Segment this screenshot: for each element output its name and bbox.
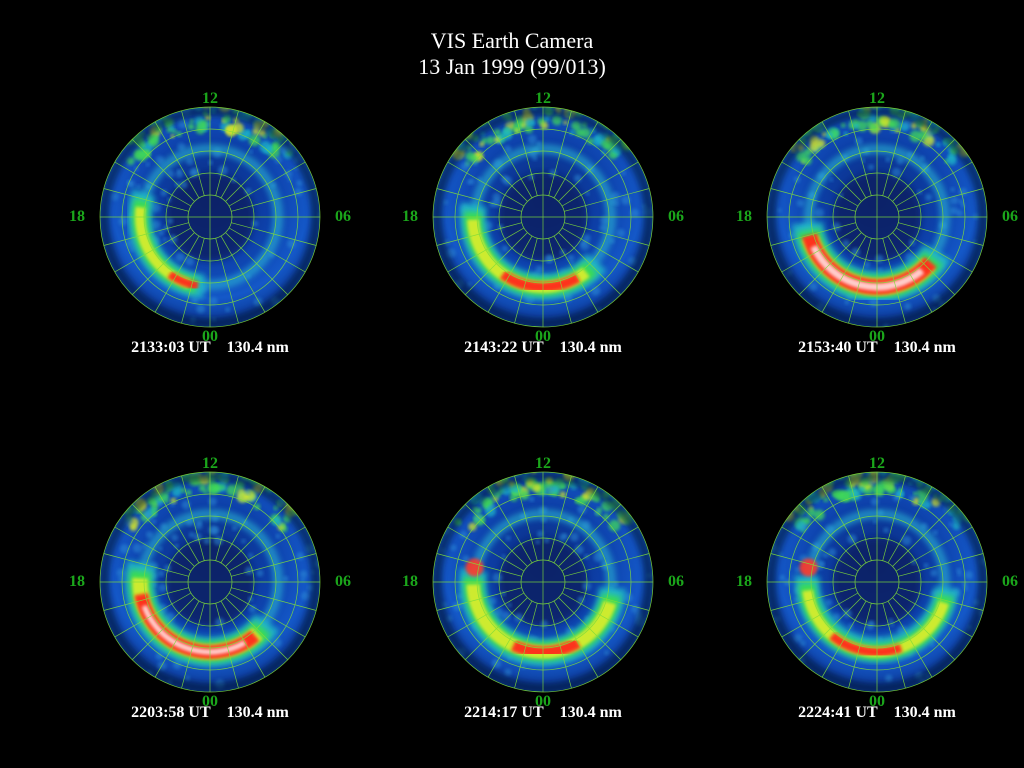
hour-label-06: 06 [1002,208,1018,225]
hour-label-06: 06 [335,573,351,590]
auroral-image [99,106,321,328]
panel-time: 2214:17 UT [464,704,544,721]
hour-label-00: 00 [202,328,218,345]
hour-label-06: 06 [335,208,351,225]
hour-label-00: 00 [202,693,218,710]
panel-time: 2153:40 UT [798,339,878,356]
hour-label-18: 18 [69,208,85,225]
auroral-panel: 12 00 18 06 2224:41 UT 130.4 nm [727,450,1024,730]
hour-label-18: 18 [736,208,752,225]
hour-label-06: 06 [668,573,684,590]
hour-label-18: 18 [402,573,418,590]
panel-caption: 2203:58 UT 130.4 nm [60,704,360,722]
auroral-image [99,471,321,693]
polar-grid [766,106,988,328]
panel-caption: 2224:41 UT 130.4 nm [727,704,1024,722]
page-title-block: VIS Earth Camera 13 Jan 1999 (99/013) [0,28,1024,80]
page-title: VIS Earth Camera [430,28,594,53]
auroral-panel: 12 00 18 06 2133:03 UT 130.4 nm [60,85,360,365]
panel-caption: 2214:17 UT 130.4 nm [393,704,693,722]
panel-caption: 2143:22 UT 130.4 nm [393,339,693,357]
hour-label-06: 06 [668,208,684,225]
panel-wavelength: 130.4 nm [226,704,289,721]
hour-label-00: 00 [869,328,885,345]
hour-label-00: 00 [535,328,551,345]
panel-time: 2143:22 UT [464,339,544,356]
hour-label-18: 18 [402,208,418,225]
hour-label-18: 18 [69,573,85,590]
auroral-panel: 12 00 18 06 2143:22 UT 130.4 nm [393,85,693,365]
auroral-panel: 12 00 18 06 2153:40 UT 130.4 nm [727,85,1024,365]
hour-label-18: 18 [736,573,752,590]
page-subtitle: 13 Jan 1999 (99/013) [418,54,606,79]
hour-label-12: 12 [535,455,551,472]
panel-wavelength: 130.4 nm [893,704,956,721]
hour-label-12: 12 [202,455,218,472]
hour-label-00: 00 [535,693,551,710]
polar-grid [99,471,321,693]
panel-time: 2224:41 UT [798,704,878,721]
panel-time: 2133:03 UT [131,339,211,356]
hour-label-12: 12 [535,90,551,107]
auroral-image [432,106,654,328]
panel-time: 2203:58 UT [131,704,211,721]
hour-label-00: 00 [869,693,885,710]
hour-label-12: 12 [869,455,885,472]
hour-label-12: 12 [202,90,218,107]
auroral-image [766,106,988,328]
polar-grid [432,106,654,328]
polar-grid [766,471,988,693]
hour-label-06: 06 [1002,573,1018,590]
panel-wavelength: 130.4 nm [226,339,289,356]
polar-grid [99,106,321,328]
auroral-panel: 12 00 18 06 2214:17 UT 130.4 nm [393,450,693,730]
auroral-image [766,471,988,693]
panel-caption: 2133:03 UT 130.4 nm [60,339,360,357]
hour-label-12: 12 [869,90,885,107]
panel-wavelength: 130.4 nm [893,339,956,356]
polar-grid [432,471,654,693]
panel-caption: 2153:40 UT 130.4 nm [727,339,1024,357]
panel-wavelength: 130.4 nm [559,704,622,721]
auroral-image [432,471,654,693]
panel-wavelength: 130.4 nm [559,339,622,356]
auroral-panel: 12 00 18 06 2203:58 UT 130.4 nm [60,450,360,730]
